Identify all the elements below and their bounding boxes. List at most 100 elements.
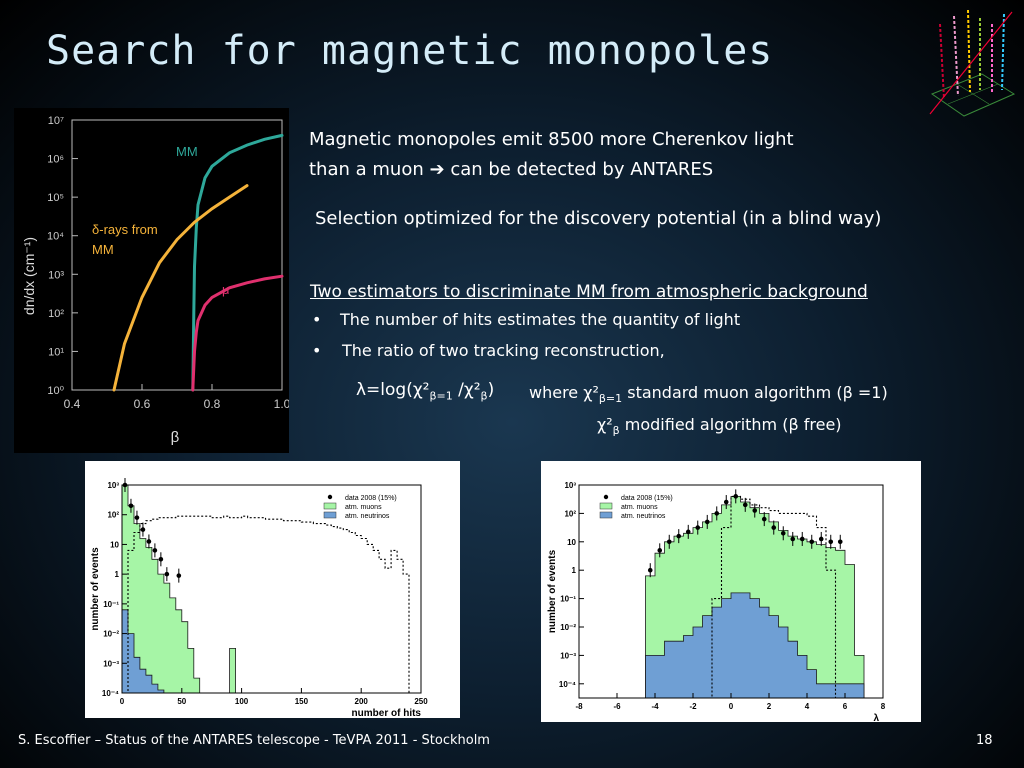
lambda-y-tick-label: 10² (564, 509, 576, 518)
lambda-data-point (780, 530, 786, 536)
lambda-y-tick-label: 10³ (564, 481, 576, 490)
lambda-y-tick-label: 10⁻² (560, 623, 576, 632)
page-number: 18 (976, 733, 993, 748)
footer-text: S. Escoffier – Status of the ANTARES tel… (18, 733, 490, 748)
nhits-x-tick-label: 200 (355, 697, 369, 706)
ref-y-tick-label: 10⁷ (48, 115, 64, 127)
lambda-y-tick-label: 1 (572, 566, 577, 575)
lambda-data-point (761, 516, 767, 522)
nhits-signal-hist (122, 515, 421, 694)
nhits-x-tick-label: 250 (414, 697, 428, 706)
ref-x-tick-label: 0.6 (134, 397, 151, 411)
nhits-xlabel: number of hits (352, 708, 422, 718)
lambda-x-tick-label: -4 (651, 702, 659, 711)
estimators-heading: Two estimators to discriminate MM from a… (310, 282, 868, 302)
lambda-y-tick-label: 10⁻⁴ (559, 680, 576, 689)
ref-y-tick-label: 10⁴ (47, 231, 64, 243)
ref-y-tick-label: 10⁰ (47, 385, 64, 397)
bullet-1: The number of hits estimates the quantit… (340, 310, 741, 329)
ref-x-tick-label: 0.4 (64, 397, 81, 411)
lambda-data-point (818, 536, 824, 542)
nhits-data-point (128, 503, 134, 509)
lambda-x-tick-label: 6 (843, 702, 848, 711)
nhits-legend-muons-swatch (323, 502, 337, 510)
lambda-data-point (676, 533, 682, 539)
nhits-legend-neutrinos: atm. neutrinos (345, 513, 390, 520)
nhits-data-point (158, 556, 164, 562)
lambda-legend-muons: atm. muons (621, 504, 658, 511)
lambda-legend-muons-swatch (599, 502, 613, 510)
lambda-data-point (733, 494, 739, 499)
delta-rays-label-line1: δ-rays from (92, 222, 158, 237)
nhits-data-point (164, 571, 170, 577)
lambda-neutrinos-hist (645, 592, 865, 699)
nhits-ylabel: number of events (90, 547, 101, 631)
nhits-histogram: 10⁻⁴ 10⁻³ 10⁻² 10⁻¹ 1 10 10² 10³ 0 50 100 150 200 250… (90, 478, 428, 719)
lambda-histogram-panel: 10⁻⁴ 10⁻³ 10⁻² 10⁻¹ 1 10 10² 10³ -8 -6 -4 -2 0 2 4 6 8 nu… (541, 461, 921, 724)
delta-rays-label-line2: MM (92, 242, 114, 257)
lambda-x-tick-label: -8 (575, 702, 583, 711)
nhits-data-point (146, 539, 152, 544)
bullet-icon-2: • (312, 341, 322, 360)
ref-xlabel: β (171, 429, 180, 446)
lambda-data-point (647, 567, 653, 573)
lambda-signal-hist (645, 495, 864, 699)
where-line-1: where χ²β=1 standard muon algorithm (β =… (529, 383, 888, 406)
nhits-x-tick-label: 150 (295, 697, 309, 706)
nhits-data-point (152, 548, 158, 553)
cherenkov-line-2b: can be detected by ANTARES (450, 159, 714, 180)
mm-curve-label: MM (176, 144, 198, 159)
lambda-data-point (771, 525, 777, 530)
nhits-x-tick-label: 0 (120, 697, 125, 706)
nhits-y-tick-label: 1 (115, 570, 120, 579)
ref-plot-frame (71, 119, 283, 391)
lambda-data-point (666, 539, 672, 545)
lambda-x-tick-label: 0 (729, 702, 734, 711)
lambda-data-point (704, 519, 710, 525)
muon-curve-label: μ (222, 282, 230, 297)
nhits-y-tick-label: 10⁻² (103, 630, 119, 639)
nhits-legend-muons: atm. muons (345, 504, 382, 511)
lambda-legend-neutrinos-swatch (599, 511, 613, 519)
lambda-x-tick-label: -2 (689, 702, 697, 711)
energy-loss-chart: 10⁰ 10¹ 10² 10³ 10⁴ 10⁵ 10⁶ 10⁷ 0.4 0.6 0.8 1.0 dn/… (14, 108, 289, 453)
nhits-y-tick-label: 10³ (107, 481, 119, 490)
delta-rays-curve (112, 184, 249, 392)
lambda-y-tick-label: 10 (567, 538, 576, 547)
nhits-data-point (176, 573, 182, 578)
cherenkov-line-1: Magnetic monopoles emit 8500 more Cheren… (309, 129, 794, 150)
lambda-data-point (714, 511, 720, 516)
ref-ylabel: dn/dx (cm⁻¹) (21, 237, 37, 315)
ref-x-tick-label: 0.8 (204, 397, 221, 411)
lambda-data-point (685, 529, 691, 535)
lambda-y-tick-label: 10⁻¹ (560, 595, 576, 604)
lambda-data-point (657, 548, 663, 553)
ref-y-tick-label: 10⁶ (47, 154, 64, 166)
lambda-x-tick-label: 2 (767, 702, 772, 711)
lambda-data-point (752, 508, 758, 513)
lambda-data-point (809, 539, 815, 545)
nhits-x-tick-label: 100 (235, 697, 249, 706)
nhits-legend-neutrinos-swatch (323, 511, 337, 519)
lambda-data-point (742, 502, 748, 508)
nhits-data-point (140, 527, 146, 532)
nhits-y-tick-label: 10² (107, 511, 119, 520)
lambda-legend-data: data 2008 (15%) (621, 495, 673, 502)
lambda-y-tick-label: 10⁻³ (560, 651, 576, 660)
nhits-frame (121, 484, 422, 694)
ref-y-tick-label: 10² (48, 308, 64, 320)
lambda-x-tick-label: -6 (613, 702, 621, 711)
lambda-data-point (790, 536, 796, 542)
where-line-2: χ²β modified algorithm (β free) (597, 415, 842, 438)
lambda-data-point (799, 536, 805, 542)
lambda-legend-data-marker (603, 494, 609, 500)
nhits-y-tick-label: 10⁻³ (103, 659, 119, 668)
ref-y-tick-label: 10⁵ (47, 192, 64, 204)
lambda-data-point (828, 539, 834, 545)
lambda-legend-neutrinos: atm. neutrinos (621, 513, 666, 520)
nhits-data-point (134, 515, 140, 520)
lambda-data-point (837, 539, 843, 545)
lambda-data-point (723, 499, 729, 505)
lambda-histogram: 10⁻⁴ 10⁻³ 10⁻² 10⁻¹ 1 10 10² 10³ -8 -6 -4 -2 0 2 4 6 8 nu… (547, 481, 886, 724)
cherenkov-line-2a: than a muon (309, 159, 424, 180)
